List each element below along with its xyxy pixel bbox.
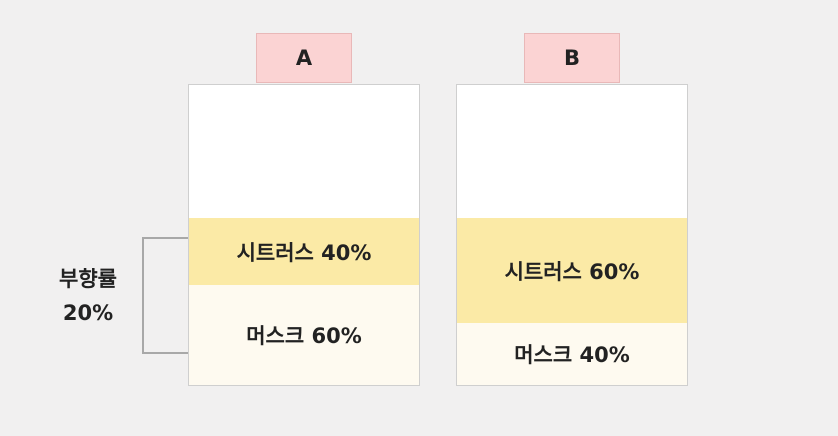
bottle-b-tab: B [524, 33, 620, 83]
bottle-a-citrus-label: 시트러스 40% [236, 240, 372, 265]
bottle-a-musk-layer: 머스크 60% [189, 285, 419, 385]
bottle-a-musk-label: 머스크 60% [246, 324, 362, 348]
concentration-label: 부향률 20% [40, 262, 136, 330]
concentration-bracket [142, 237, 188, 354]
bottle-a-citrus-layer: 시트러스 40% [189, 218, 419, 285]
bottle-b-tab-label: B [563, 46, 580, 70]
concentration-title: 부향률 [59, 267, 117, 291]
bottle-b-musk-label: 머스크 40% [514, 343, 630, 367]
bottle-b-citrus-layer: 시트러스 60% [457, 218, 687, 323]
bottle-a-tab: A [256, 33, 352, 83]
bottle-b-musk-layer: 머스크 40% [457, 323, 687, 385]
bottle-b: 시트러스 60% 머스크 40% [456, 84, 688, 386]
concentration-value: 20% [62, 301, 114, 325]
bottle-b-citrus-label: 시트러스 60% [504, 259, 640, 284]
bottle-a: 시트러스 40% 머스크 60% [188, 84, 420, 386]
bottle-a-tab-label: A [295, 46, 313, 70]
